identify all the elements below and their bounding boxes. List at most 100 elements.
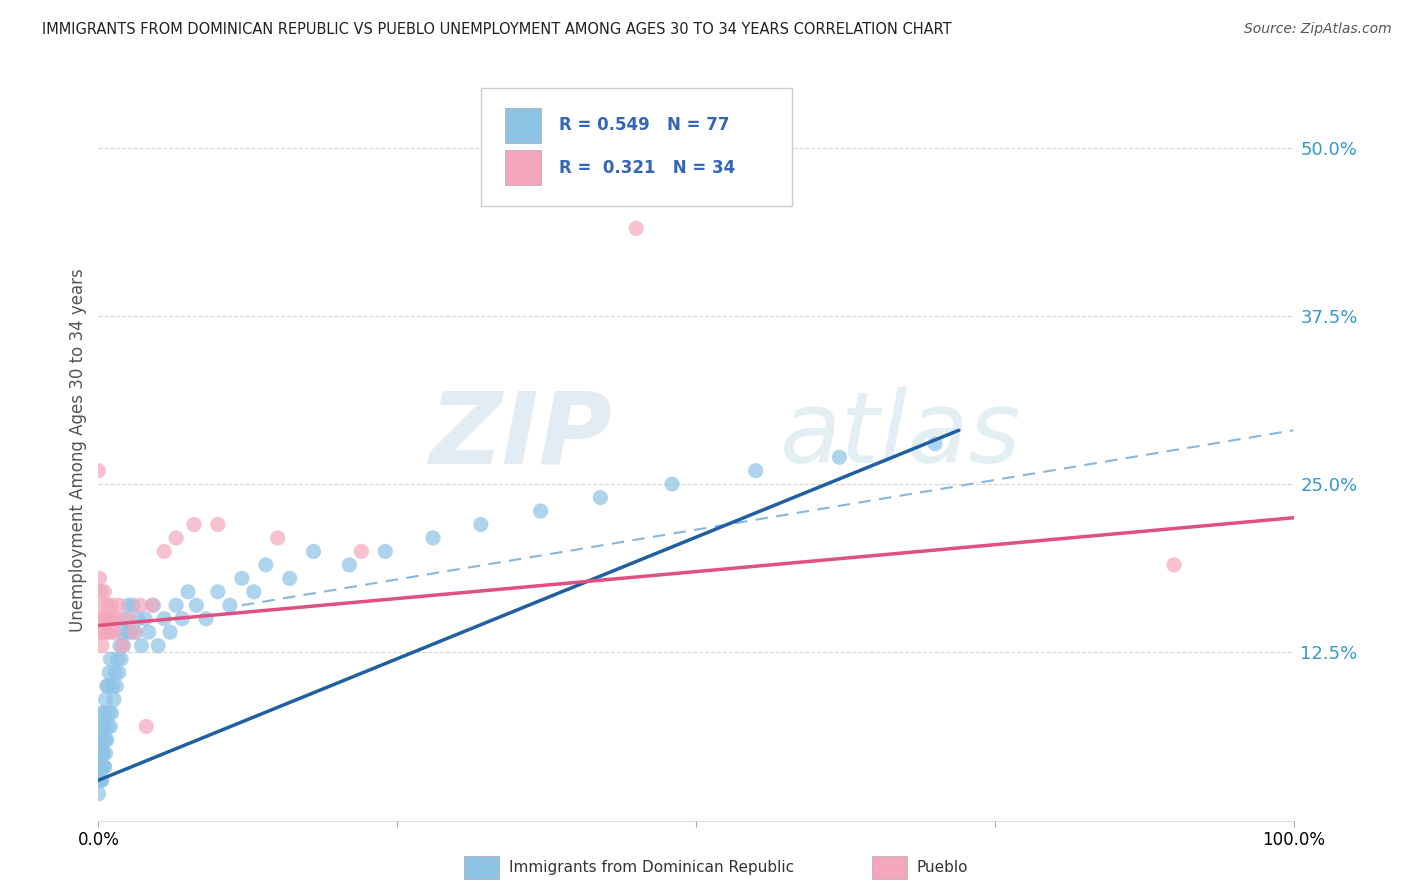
Point [589,491,612,505]
Point [93,584,115,599]
Point [148,639,170,653]
Point [183,517,205,532]
Point [350,544,373,558]
Point [98,625,122,640]
Point [626,221,648,235]
Point [111,639,134,653]
Point [97,599,120,613]
Point [91,599,114,613]
Point [124,625,146,640]
Text: ZIP: ZIP [429,387,613,484]
Point [91,639,114,653]
Point [302,544,325,558]
Point [93,625,115,640]
Point [91,760,114,774]
Point [165,599,187,613]
Point [91,747,114,761]
Point [165,531,187,545]
Point [91,706,114,720]
Point [207,584,229,599]
Point [141,599,163,613]
Point [117,612,139,626]
Point [94,612,117,626]
Point [111,625,134,640]
Point [159,625,181,640]
Point [104,665,127,680]
Point [90,773,112,788]
Point [87,464,110,478]
Point [422,531,444,545]
Point [98,665,121,680]
Point [87,787,110,801]
Point [105,679,128,693]
Point [89,625,111,640]
Point [94,692,117,706]
Point [374,544,396,558]
Point [243,584,266,599]
Point [97,719,120,733]
Point [93,760,115,774]
Point [89,760,111,774]
Point [98,612,121,626]
Point [114,612,136,626]
Point [172,612,194,626]
Point [470,517,492,532]
Point [93,760,115,774]
Point [530,504,553,518]
Point [93,706,115,720]
Point [107,652,129,666]
Point [89,732,111,747]
Point [91,773,114,788]
Point [89,571,111,585]
Point [745,464,768,478]
Text: atlas: atlas [779,387,1021,484]
Point [131,639,153,653]
Point [105,612,128,626]
Point [103,625,125,640]
Point [101,612,124,626]
Point [98,706,121,720]
Point [91,612,114,626]
Point [97,679,120,693]
Point [91,719,114,733]
Point [112,639,135,653]
Point [91,747,114,761]
FancyBboxPatch shape [505,150,541,186]
Point [90,747,112,761]
Text: Immigrants from Dominican Republic: Immigrants from Dominican Republic [509,861,794,875]
Point [90,719,112,733]
Point [278,571,301,585]
Point [91,732,114,747]
Point [177,584,200,599]
Point [115,625,138,640]
Text: IMMIGRANTS FROM DOMINICAN REPUBLIC VS PUEBLO UNEMPLOYMENT AMONG AGES 30 TO 34 YE: IMMIGRANTS FROM DOMINICAN REPUBLIC VS PU… [42,22,952,37]
Point [98,652,122,666]
Point [94,747,117,761]
Y-axis label: Unemployment Among Ages 30 to 34 years: Unemployment Among Ages 30 to 34 years [69,268,87,632]
Point [101,679,124,693]
Point [98,719,122,733]
Point [661,477,683,491]
Point [924,436,946,450]
Point [254,558,277,572]
Point [135,719,157,733]
Point [90,612,112,626]
Point [195,612,218,626]
Point [134,612,156,626]
Text: Pueblo: Pueblo [917,861,969,875]
Point [153,612,176,626]
Point [1163,558,1185,572]
Point [107,599,129,613]
FancyBboxPatch shape [505,108,541,144]
Point [90,760,112,774]
Point [186,599,208,613]
Point [117,599,139,613]
Point [108,639,131,653]
Point [103,692,125,706]
Point [122,599,145,613]
Point [96,625,118,640]
Point [207,517,229,532]
FancyBboxPatch shape [481,87,792,206]
Point [267,531,290,545]
Point [107,665,129,680]
